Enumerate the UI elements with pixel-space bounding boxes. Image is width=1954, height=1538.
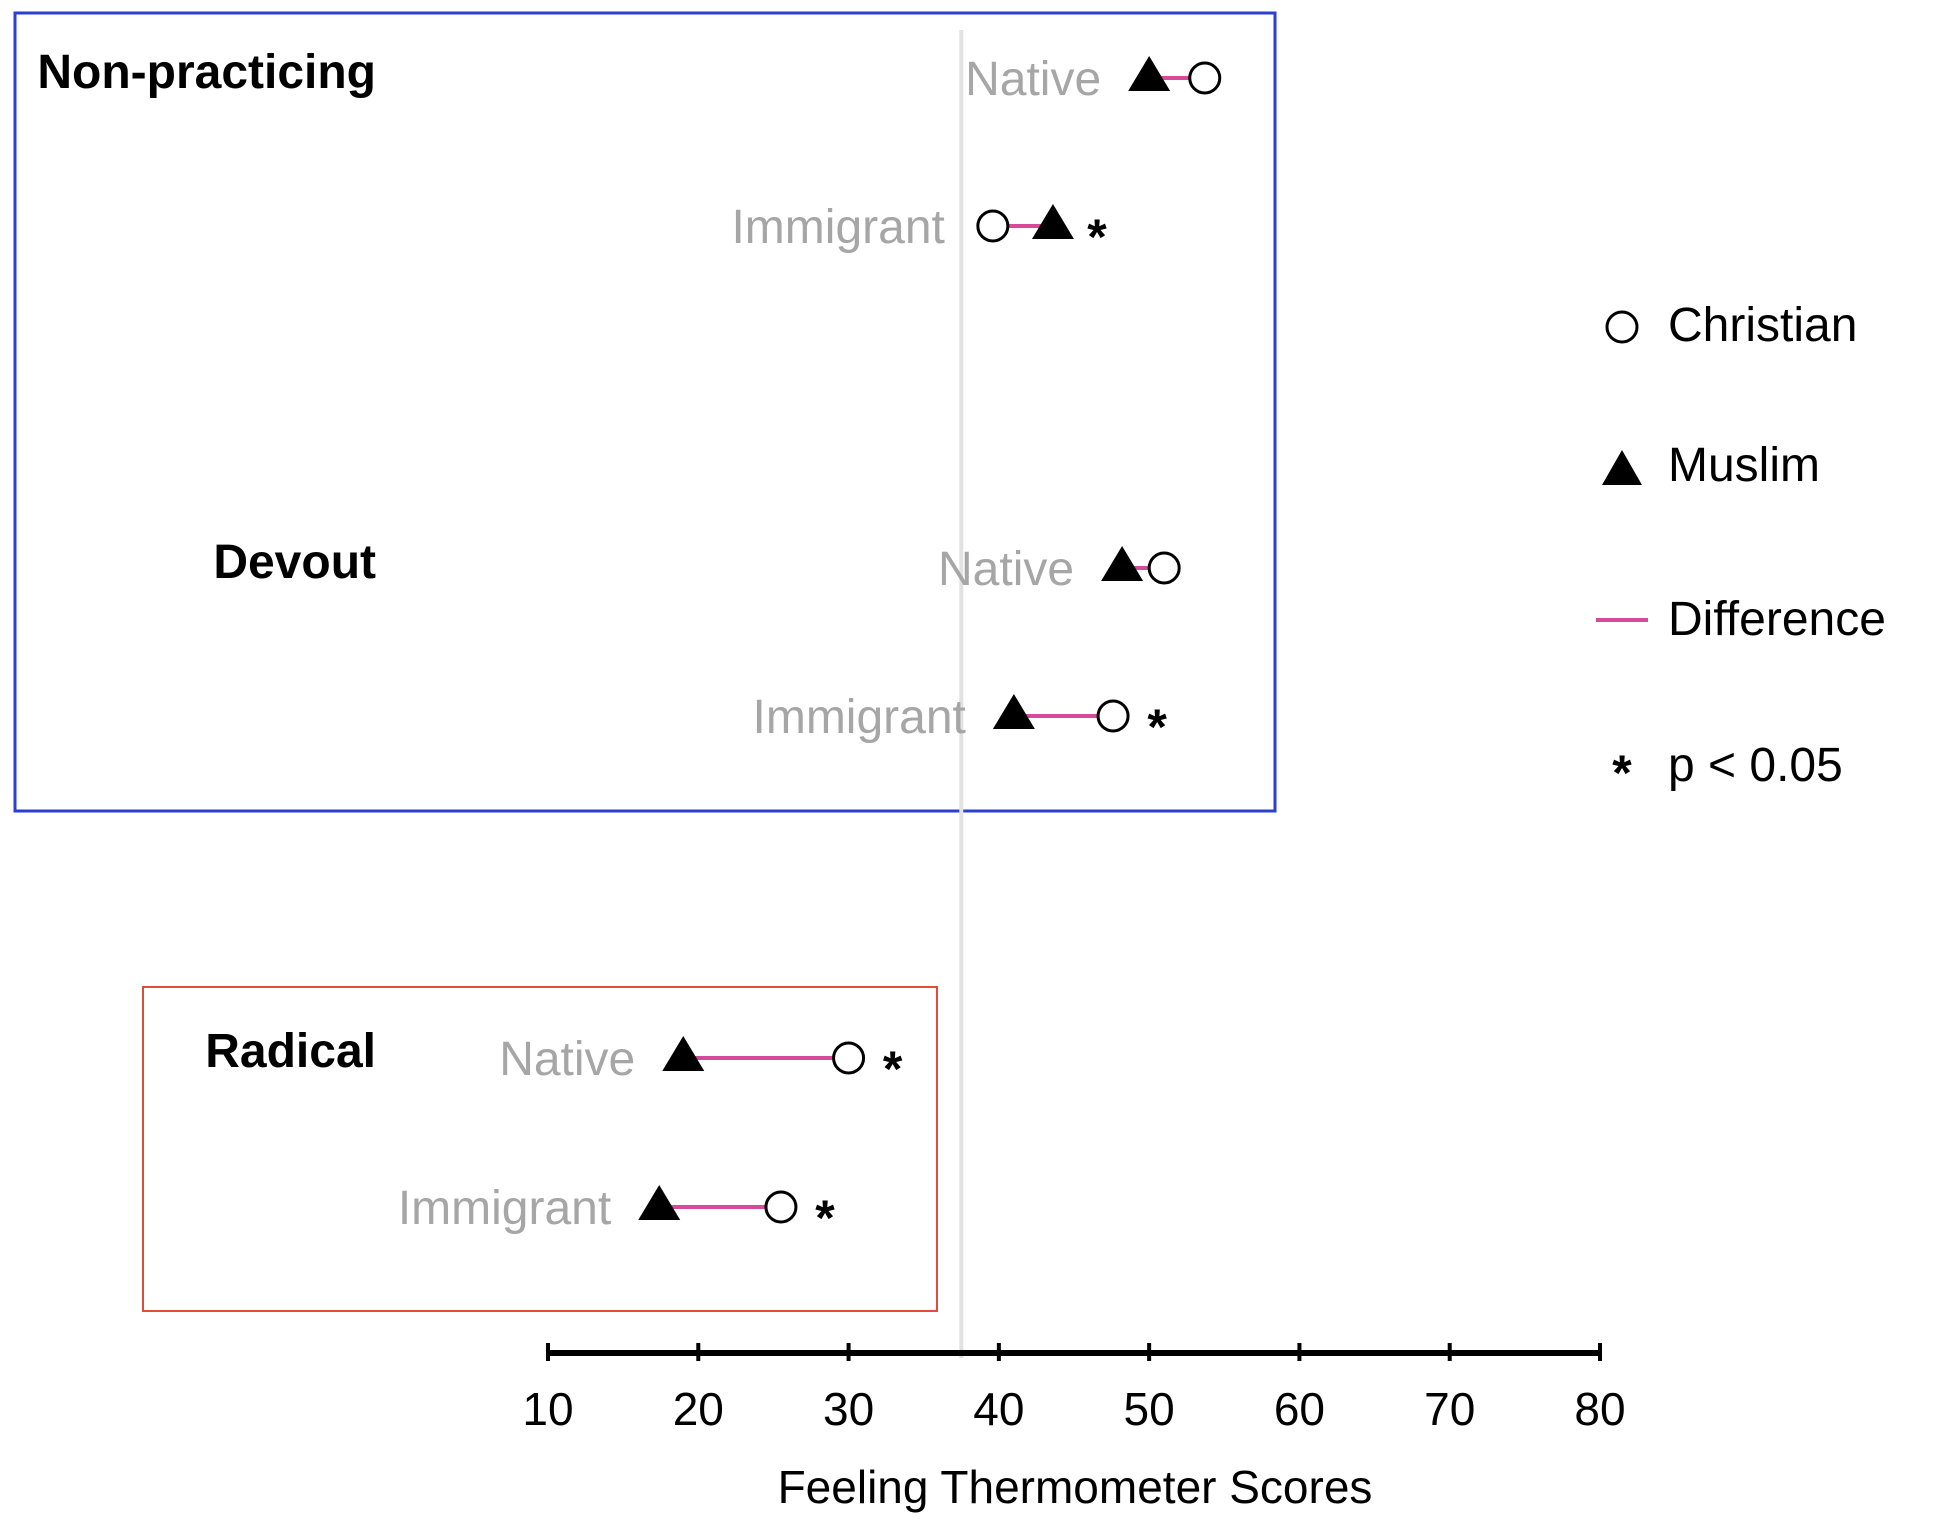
x-tick-label: 50 [1124,1383,1175,1435]
x-tick-label: 60 [1274,1383,1325,1435]
legend: Christian Muslim Difference * p < 0.05 [1596,299,1886,801]
christian-marker [1147,551,1181,585]
muslim-marker [638,1185,681,1220]
group-label: Devout [213,536,376,589]
x-axis-title: Feeling Thermometer Scores [778,1461,1373,1513]
group-label: Radical [205,1025,376,1078]
x-tick-label: 80 [1574,1383,1625,1435]
practicing-groups-box [13,11,1277,813]
muslim-marker [662,1036,705,1071]
row-label: Immigrant [753,691,966,744]
christian-marker [976,209,1010,243]
muslim-marker [992,694,1035,729]
muslim-marker [1101,546,1144,581]
significance-marker: * [883,1041,903,1097]
christian-marker [832,1041,866,1075]
christian-marker [764,1190,798,1224]
row-label: Native [965,53,1101,106]
x-tick-label: 30 [823,1383,874,1435]
group-label: Non-practicing [37,46,376,99]
significance-marker: * [815,1190,835,1246]
significance-marker: * [1087,209,1107,265]
legend-muslim-label: Muslim [1668,439,1820,492]
muslim-marker [1128,56,1171,91]
plot-area: Non-practicing Native Immigrant * Devout Nati… [37,46,1222,1246]
legend-christian-label: Christian [1668,299,1857,352]
row-label: Native [499,1033,635,1086]
row-label: Immigrant [398,1182,611,1235]
x-tick-label: 40 [973,1383,1024,1435]
row-label: Native [938,543,1074,596]
x-tick-label: 70 [1424,1383,1475,1435]
christian-marker [1188,61,1222,95]
significance-marker: * [1147,699,1167,755]
legend-christian-marker [1605,310,1639,344]
x-tick-label: 20 [673,1383,724,1435]
christian-marker [1096,699,1130,733]
muslim-marker [1031,204,1074,239]
row-label: Immigrant [731,201,944,254]
radical-group-box [142,986,938,1312]
x-axis: 10 20 30 40 50 60 70 80 [522,1343,1626,1435]
x-tick-label: 10 [522,1383,573,1435]
legend-muslim-marker [1602,450,1642,485]
legend-difference-label: Difference [1668,593,1886,646]
legend-significance-marker: * [1612,745,1632,801]
legend-significance-label: p < 0.05 [1668,739,1843,792]
